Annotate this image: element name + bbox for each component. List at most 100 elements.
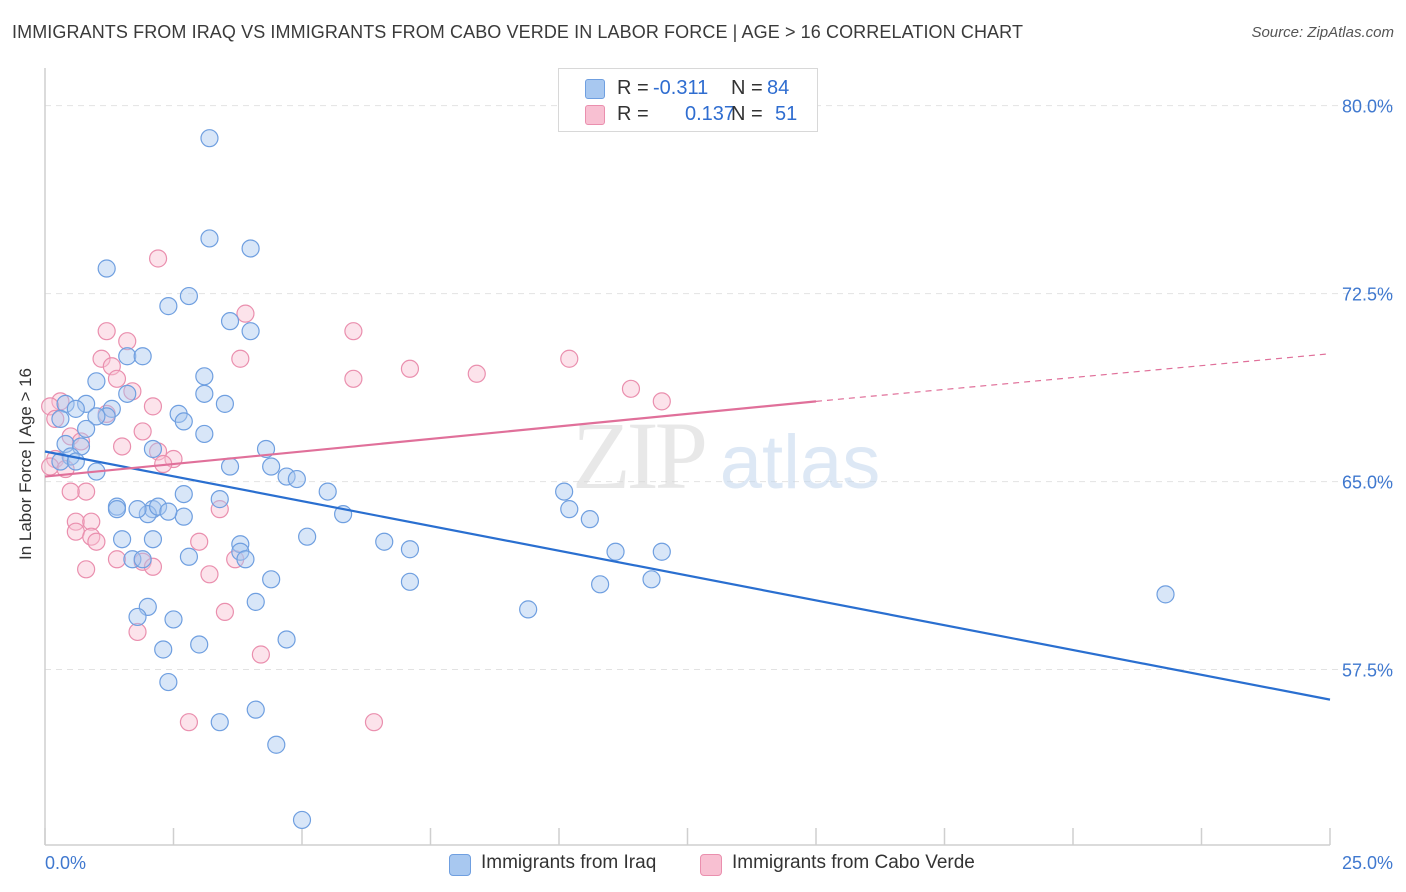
scatter-point-iraq: [560, 500, 579, 519]
y-tick-label: 65.0%: [1342, 473, 1393, 493]
scatter-point-cabo-verde: [77, 560, 96, 579]
scatter-point-iraq: [118, 384, 137, 403]
series-iraq-points: [51, 129, 1175, 830]
scatter-point-iraq: [51, 409, 70, 429]
scatter-point-cabo-verde: [97, 322, 116, 341]
scatter-point-cabo-verde: [560, 349, 579, 368]
legend-n-label: N =: [731, 103, 763, 125]
scatter-point-iraq: [77, 419, 96, 439]
scatter-point-iraq: [256, 439, 276, 459]
scatter-point-cabo-verde: [400, 359, 420, 378]
scatter-point-iraq: [195, 384, 214, 403]
scatter-point-iraq: [606, 542, 625, 561]
scatter-point-iraq: [400, 540, 420, 559]
series-cabo-verde-points: [41, 249, 671, 732]
scatter-point-iraq: [210, 713, 229, 732]
scatter-point-cabo-verde: [231, 349, 250, 368]
scatter-point-cabo-verde: [123, 382, 142, 401]
scatter-point-iraq: [519, 600, 538, 619]
scatter-point-iraq: [292, 810, 312, 830]
scatter-point-iraq: [87, 372, 106, 391]
watermark-zip: ZIP: [572, 402, 705, 509]
scatter-point-iraq: [179, 286, 199, 306]
scatter-point-cabo-verde: [133, 422, 152, 441]
y-tick-label: 80.0%: [1342, 97, 1393, 117]
watermark-atlas: atlas: [720, 420, 881, 505]
legend-swatch-cabo-verde: [585, 105, 605, 125]
scatter-point-iraq: [128, 500, 147, 519]
scatter-point-iraq: [262, 457, 281, 476]
scatter-point-cabo-verde: [46, 409, 65, 429]
scatter-point-cabo-verde: [66, 512, 85, 531]
scatter-point-cabo-verde: [143, 397, 163, 416]
scatter-point-iraq: [123, 550, 142, 569]
legend-n-label: N =: [731, 77, 763, 99]
source-label: Source: ZipAtlas.com: [1251, 24, 1394, 41]
scatter-point-cabo-verde: [179, 713, 199, 732]
scatter-point-cabo-verde: [66, 522, 85, 541]
legend-r-label: R =: [617, 103, 649, 125]
legend-swatch-cabo-verde: [700, 854, 722, 876]
scatter-point-iraq: [642, 570, 661, 589]
scatter-point-cabo-verde: [107, 550, 127, 569]
scatter-point-iraq: [97, 259, 116, 278]
scatter-point-cabo-verde: [200, 565, 219, 584]
scatter-point-iraq: [174, 507, 193, 526]
scatter-point-iraq: [555, 482, 574, 501]
scatter-point-iraq: [1156, 585, 1175, 604]
scatter-point-cabo-verde: [467, 364, 486, 383]
scatter-point-cabo-verde: [118, 332, 137, 351]
scatter-point-iraq: [143, 500, 163, 519]
scatter-point-iraq: [143, 439, 163, 459]
scatter-point-cabo-verde: [364, 713, 384, 732]
scatter-point-cabo-verde: [344, 369, 363, 388]
scatter-point-iraq: [200, 229, 219, 248]
scatter-point-iraq: [195, 424, 214, 444]
scatter-point-cabo-verde: [107, 369, 127, 388]
scatter-point-iraq: [164, 610, 183, 629]
y-axis-label: In Labor Force | Age > 16: [16, 367, 35, 560]
scatter-point-iraq: [580, 510, 599, 529]
legend-label-iraq: Immigrants from Iraq: [481, 852, 657, 873]
axes: [44, 68, 1331, 846]
scatter-point-iraq: [220, 457, 240, 476]
scatter-point-cabo-verde: [92, 349, 111, 368]
scatter-point-iraq: [87, 407, 106, 426]
scatter-point-cabo-verde: [143, 557, 163, 576]
x-tick-label: 25.0%: [1342, 853, 1393, 873]
x-tick-label: 0.0%: [45, 853, 86, 873]
scatter-point-iraq: [277, 630, 296, 649]
scatter-point-cabo-verde: [210, 500, 229, 519]
scatter-point-iraq: [200, 129, 219, 148]
scatter-point-iraq: [143, 530, 163, 549]
scatter-point-iraq: [652, 542, 671, 561]
scatter-point-iraq: [118, 347, 137, 366]
scatter-point-cabo-verde: [148, 249, 168, 268]
watermark: ZIP atlas: [572, 402, 880, 509]
scatter-point-iraq: [179, 547, 199, 566]
tick-labels: 57.5% 65.0% 72.5% 80.0% 0.0% 25.0%: [45, 97, 1393, 873]
legend-label-cabo-verde: Immigrants from Cabo Verde: [732, 852, 975, 873]
scatter-point-iraq: [236, 550, 255, 569]
scatter-point-iraq: [148, 497, 168, 516]
scatter-point-iraq: [400, 572, 420, 591]
scatter-point-cabo-verde: [82, 512, 101, 531]
grid-lines: [45, 105, 1393, 671]
chart-title: IMMIGRANTS FROM IRAQ VS IMMIGRANTS FROM …: [12, 22, 1024, 42]
legend-r-value: -0.311: [653, 77, 709, 99]
trend-lines: [44, 353, 1331, 701]
scatter-point-cabo-verde: [190, 532, 209, 551]
scatter-point-iraq: [287, 469, 306, 489]
scatter-point-iraq: [591, 575, 610, 594]
scatter-point-cabo-verde: [236, 304, 255, 323]
legend-swatch-iraq: [585, 79, 605, 99]
scatter-point-cabo-verde: [112, 437, 132, 456]
scatter-point-iraq: [107, 500, 127, 519]
scatter-point-iraq: [97, 407, 116, 426]
scatter-point-iraq: [241, 322, 260, 341]
y-tick-label: 57.5%: [1342, 661, 1393, 681]
scatter-point-iraq: [318, 482, 337, 501]
scatter-point-iraq: [262, 570, 281, 589]
legend-r-value: 0.137: [685, 103, 736, 125]
scatter-point-cabo-verde: [77, 482, 96, 501]
